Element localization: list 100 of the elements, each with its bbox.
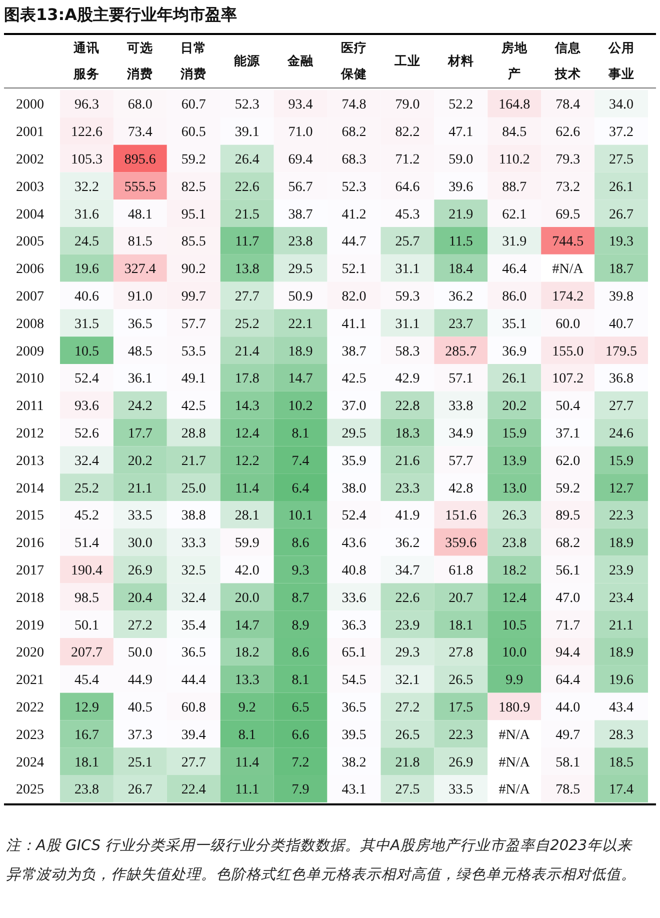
data-label: 13.0 xyxy=(502,481,527,496)
data-label: 45.2 xyxy=(74,508,99,524)
x-tick-label: 通讯服务 xyxy=(72,40,100,81)
data-label: 37.1 xyxy=(556,426,580,442)
data-label: 18.1 xyxy=(448,618,474,634)
data-label: 41.2 xyxy=(342,207,366,222)
data-label: 8.6 xyxy=(292,536,310,552)
data-label: 37.2 xyxy=(609,125,634,140)
data-label: 68.2 xyxy=(342,125,366,140)
data-label: 68.0 xyxy=(128,98,152,113)
data-label: 78.4 xyxy=(556,98,580,113)
x-tick-label: 医疗保健 xyxy=(340,40,367,81)
data-label: 40.5 xyxy=(128,700,152,716)
data-label: 36.5 xyxy=(128,316,152,332)
data-label: 33.5 xyxy=(448,782,474,798)
data-label: 22.6 xyxy=(395,590,420,606)
data-label: 31.1 xyxy=(395,316,420,332)
data-label: 44.4 xyxy=(181,673,206,688)
data-label: 56.7 xyxy=(288,180,313,195)
data-label: 14.7 xyxy=(288,372,313,387)
data-label: 26.5 xyxy=(448,673,474,688)
data-label: 7.9 xyxy=(292,782,310,798)
data-label: 52.4 xyxy=(342,508,366,524)
data-label: 17.8 xyxy=(234,372,260,387)
data-label: 25.7 xyxy=(395,234,420,250)
data-label: 32.5 xyxy=(181,564,206,578)
data-label: 45.4 xyxy=(74,673,99,688)
data-label: 86.0 xyxy=(502,290,527,304)
data-label: 18.9 xyxy=(288,344,313,360)
data-label: 17.5 xyxy=(448,700,474,716)
data-label: 18.9 xyxy=(609,536,634,552)
data-label: 50.9 xyxy=(288,290,313,304)
data-label: 39.5 xyxy=(342,728,366,743)
data-label: 36.2 xyxy=(448,290,474,304)
y-tick-label: 2001 xyxy=(16,125,44,140)
data-label: 50.0 xyxy=(128,646,152,661)
data-label: 81.5 xyxy=(128,234,152,250)
data-label: 32.1 xyxy=(395,673,420,688)
data-label: 24.5 xyxy=(74,234,99,250)
data-label: 95.1 xyxy=(181,207,206,222)
y-tick-label: 2010 xyxy=(16,372,44,387)
data-label: 27.2 xyxy=(395,700,420,716)
data-label: 555.5 xyxy=(124,180,156,195)
data-label: 47.0 xyxy=(556,590,580,606)
data-label: 11.4 xyxy=(235,481,260,496)
data-label: 52.2 xyxy=(448,98,474,113)
y-tick-label: 2008 xyxy=(16,316,44,332)
data-label: 42.0 xyxy=(234,564,260,578)
data-label: 18.9 xyxy=(609,646,634,661)
text: #N/A xyxy=(498,755,530,770)
text: #N/A xyxy=(552,262,584,278)
data-label: 31.5 xyxy=(74,316,99,332)
data-label: 89.5 xyxy=(556,508,580,524)
data-label: 21.9 xyxy=(448,207,474,222)
data-label: 31.9 xyxy=(502,234,527,250)
data-label: 110.2 xyxy=(498,152,530,168)
data-label: 12.7 xyxy=(609,481,634,496)
data-label: 22.8 xyxy=(395,399,420,414)
data-label: 27.5 xyxy=(609,152,634,168)
data-label: 18.4 xyxy=(448,262,474,278)
data-label: 60.8 xyxy=(181,700,206,716)
data-label: 64.6 xyxy=(395,180,420,195)
data-label: 59.2 xyxy=(556,481,580,496)
data-label: 21.6 xyxy=(395,454,420,469)
data-label: 8.1 xyxy=(292,673,310,688)
data-label: 20.2 xyxy=(502,399,527,414)
data-label: 14.3 xyxy=(234,399,260,414)
data-label: 35.1 xyxy=(502,316,527,332)
x-tick-label: 日常消费 xyxy=(180,40,207,81)
data-label: 26.3 xyxy=(502,508,527,524)
data-label: 36.9 xyxy=(502,344,527,360)
data-label: 8.1 xyxy=(238,728,256,743)
data-label: 9.2 xyxy=(238,700,256,716)
data-label: 33.8 xyxy=(448,399,474,414)
data-label: 17.4 xyxy=(609,782,634,798)
data-label: 52.3 xyxy=(342,180,366,195)
data-label: 50.4 xyxy=(556,399,580,414)
data-label: 60.7 xyxy=(181,98,206,113)
y-tick-label: 2019 xyxy=(16,618,44,634)
data-label: 180.9 xyxy=(498,700,530,716)
data-label: 53.5 xyxy=(181,344,206,360)
data-label: 23.9 xyxy=(609,564,634,578)
data-label: 895.6 xyxy=(124,152,156,168)
data-label: 34.7 xyxy=(395,564,420,578)
data-label: 71.7 xyxy=(556,618,580,634)
data-label: 94.4 xyxy=(556,646,580,661)
data-label: 58.3 xyxy=(395,344,420,360)
data-label: 18.1 xyxy=(74,755,99,770)
data-label: 69.5 xyxy=(556,207,580,222)
data-label: 56.1 xyxy=(556,564,580,578)
data-label: 39.8 xyxy=(609,290,634,304)
data-label: 6.6 xyxy=(292,728,310,743)
data-label: 30.0 xyxy=(128,536,152,552)
data-label: 13.3 xyxy=(234,673,260,688)
data-label: 35.9 xyxy=(342,454,366,469)
x-tick-label: 房地产 xyxy=(500,40,528,81)
data-label: 45.3 xyxy=(395,207,420,222)
data-label: 71.0 xyxy=(288,125,313,140)
data-label: 16.7 xyxy=(74,728,99,743)
x-tick-label: 能源 xyxy=(234,53,262,68)
